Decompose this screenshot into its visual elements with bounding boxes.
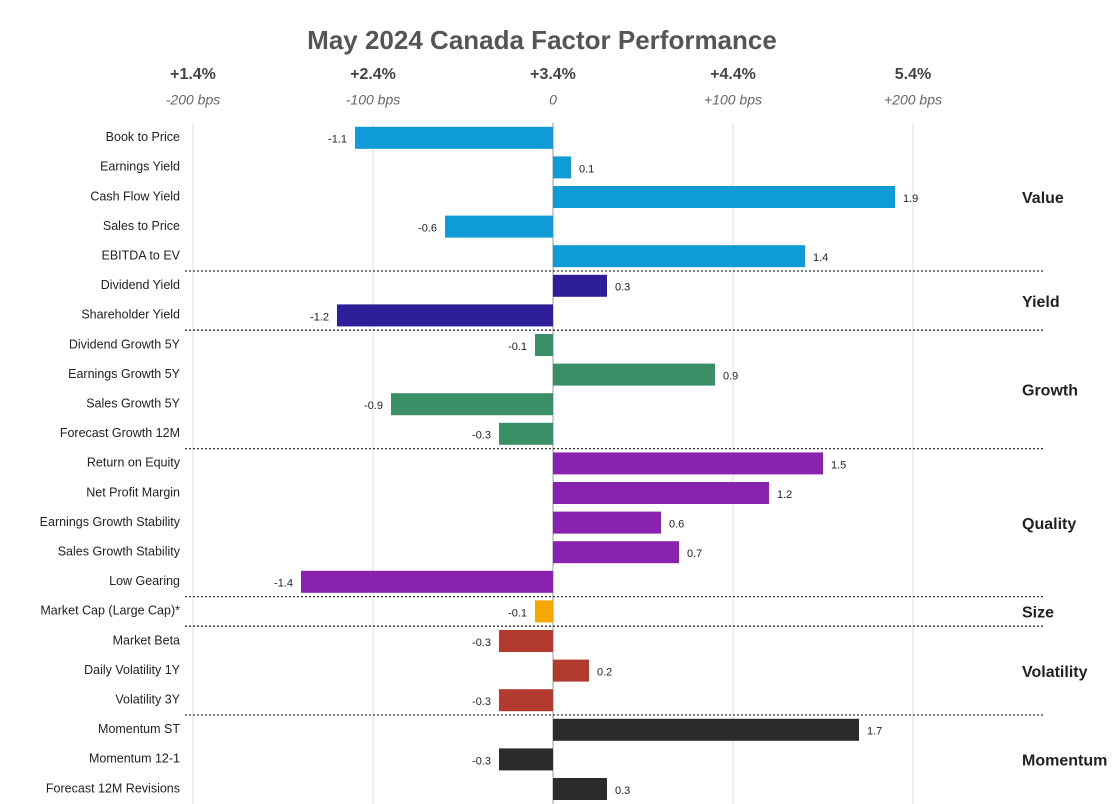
value-label: 1.4: [813, 252, 828, 264]
bar: [553, 186, 895, 208]
value-label: 0.6: [669, 519, 684, 531]
x-tick-label: 0: [549, 92, 557, 108]
category-label: Dividend Yield: [101, 278, 180, 292]
value-label: -1.2: [310, 311, 329, 323]
bar: [535, 600, 553, 623]
category-label: Forecast Growth 12M: [60, 426, 180, 440]
category-label: Market Beta: [113, 633, 180, 647]
category-label: Earnings Yield: [100, 160, 180, 174]
category-label: Earnings Growth 5Y: [68, 367, 181, 381]
value-label: 0.1: [579, 163, 594, 175]
category-label: Shareholder Yield: [81, 308, 180, 322]
group-label: Size: [1022, 605, 1054, 622]
category-label: Cash Flow Yield: [90, 189, 180, 203]
value-label: 0.7: [687, 548, 702, 560]
value-label: -1.4: [274, 578, 293, 590]
x2-tick-label: +4.4%: [710, 66, 756, 83]
bar: [445, 215, 553, 238]
bar: [553, 452, 823, 475]
value-label: 1.2: [777, 489, 792, 501]
bar: [553, 778, 607, 800]
bar: [499, 689, 553, 712]
value-label: -0.1: [508, 607, 527, 619]
category-label: Low Gearing: [109, 574, 180, 588]
bar: [535, 334, 553, 356]
category-label: Forecast 12M Revisions: [46, 781, 180, 795]
bar: [553, 363, 715, 386]
group-label: Yield: [1022, 294, 1060, 311]
category-label: Return on Equity: [87, 456, 181, 470]
x2-tick-label: +3.4%: [530, 66, 576, 83]
bar: [553, 659, 589, 682]
x-tick-label: +100 bps: [704, 92, 762, 108]
category-label: Momentum 12-1: [89, 752, 180, 766]
bar: [391, 393, 553, 416]
x-tick-label: -200 bps: [166, 92, 220, 108]
category-label: Sales to Price: [103, 219, 180, 233]
value-label: 0.3: [615, 785, 630, 797]
bar: [553, 274, 607, 297]
value-label: 0.3: [615, 282, 630, 294]
bar: [337, 304, 553, 327]
bar: [499, 422, 553, 445]
value-label: 0.2: [597, 667, 612, 679]
value-label: -0.1: [508, 341, 527, 353]
category-label: Daily Volatility 1Y: [84, 663, 181, 677]
category-label: Sales Growth 5Y: [86, 396, 180, 410]
group-label: Momentum: [1022, 753, 1107, 770]
category-label: Sales Growth Stability: [58, 544, 181, 558]
value-label: -0.6: [418, 223, 437, 235]
category-label: Book to Price: [106, 130, 180, 144]
bar: [499, 630, 553, 652]
category-label: Volatility 3Y: [115, 692, 180, 706]
category-label: Momentum ST: [98, 722, 180, 736]
group-label: Value: [1022, 190, 1064, 207]
value-label: -0.3: [472, 430, 491, 442]
bar: [553, 511, 661, 534]
value-label: -0.3: [472, 755, 491, 767]
category-label: Earnings Growth Stability: [40, 515, 181, 529]
category-label: EBITDA to EV: [101, 248, 180, 262]
bar: [553, 156, 571, 179]
x2-tick-label: +1.4%: [170, 66, 216, 83]
bar: [301, 570, 553, 593]
value-label: -0.3: [472, 696, 491, 708]
value-label: -1.1: [328, 134, 347, 146]
x-tick-label: -100 bps: [346, 92, 400, 108]
x-tick-label: +200 bps: [884, 92, 942, 108]
value-label: 1.5: [831, 459, 846, 471]
x2-tick-label: +2.4%: [350, 66, 396, 83]
value-label: -0.9: [364, 400, 383, 412]
value-label: -0.3: [472, 637, 491, 649]
category-label: Market Cap (Large Cap)*: [40, 604, 180, 618]
bar: [553, 245, 805, 268]
x2-tick-label: 5.4%: [895, 66, 931, 83]
bar: [553, 718, 859, 741]
group-label: Quality: [1022, 516, 1076, 533]
bar: [553, 541, 679, 564]
group-label: Growth: [1022, 383, 1078, 400]
value-label: 1.7: [867, 726, 882, 738]
category-label: Dividend Growth 5Y: [69, 337, 181, 351]
bar: [499, 748, 553, 771]
value-label: 0.9: [723, 371, 738, 383]
value-label: 1.9: [903, 193, 918, 205]
group-label: Volatility: [1022, 664, 1088, 681]
category-label: Net Profit Margin: [86, 485, 180, 499]
bar: [355, 126, 553, 149]
chart-title: May 2024 Canada Factor Performance: [307, 25, 777, 55]
bar: [553, 482, 769, 504]
